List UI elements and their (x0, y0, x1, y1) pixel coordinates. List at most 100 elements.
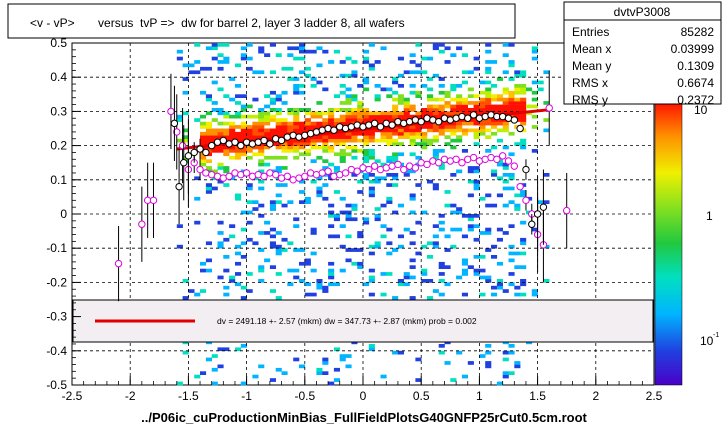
heat-cell (269, 378, 276, 382)
heat-cell (304, 49, 311, 54)
heat-cell (461, 268, 468, 273)
heat-cell (258, 145, 265, 150)
heat-cell (217, 347, 224, 352)
heat-cell (397, 142, 404, 146)
heat-cell (287, 149, 294, 153)
heat-cell (299, 46, 306, 51)
heat-cell (258, 121, 265, 126)
heat-cell (339, 138, 346, 143)
heat-cell (322, 138, 329, 143)
heat-cell (205, 121, 212, 126)
heat-cell (258, 70, 265, 75)
heat-cell (258, 179, 265, 184)
heat-cell (485, 364, 492, 369)
heat-cell (421, 70, 428, 75)
heat-cell (205, 128, 212, 133)
heat-cell (531, 56, 538, 61)
heat-cell (246, 220, 253, 225)
heat-cell (508, 224, 515, 228)
heat-cell (508, 350, 515, 355)
profile-black-point (528, 220, 536, 228)
heat-cell (258, 364, 265, 369)
heat-cell (322, 121, 329, 126)
heat-cell (217, 128, 224, 133)
heat-cell (415, 220, 422, 225)
heat-cell (258, 152, 265, 157)
heat-cell (467, 169, 474, 174)
heat-cell (217, 60, 224, 64)
heat-cell (235, 125, 242, 129)
heat-cell (520, 145, 527, 150)
heat-cell (380, 87, 387, 92)
heat-cell (392, 131, 399, 136)
heat-cell (432, 152, 439, 157)
profile-magenta-point (324, 167, 332, 175)
heat-cell (403, 135, 410, 139)
heat-cell (368, 43, 375, 47)
heat-cell (531, 125, 538, 129)
heat-cell (409, 90, 416, 95)
heat-cell (293, 87, 300, 92)
heat-cell (409, 152, 416, 157)
heat-cell (339, 131, 346, 136)
heat-cell (363, 49, 370, 54)
stats-value: 85282 (681, 25, 715, 39)
profile-black-point (231, 138, 239, 146)
heat-cell (363, 77, 370, 81)
heat-cell (229, 155, 236, 160)
heat-cell (438, 166, 445, 170)
heat-cell (403, 227, 410, 232)
profile-magenta-point (272, 170, 280, 179)
heat-cell (328, 138, 335, 143)
heat-cell (269, 43, 276, 47)
heat-cell (304, 196, 311, 201)
heat-cell (200, 135, 207, 139)
heat-cell (217, 66, 224, 71)
heat-cell (229, 149, 236, 153)
heat-cell (328, 162, 335, 167)
heat-cell (473, 66, 480, 71)
heat-cell (444, 121, 451, 126)
heat-cell (246, 114, 253, 119)
heat-cell (217, 149, 224, 153)
heat-cell (264, 231, 271, 235)
heat-cell (444, 94, 451, 98)
profile-black-point (184, 152, 193, 160)
heat-cell (339, 196, 346, 201)
heat-cell (479, 196, 486, 201)
heat-cell (386, 142, 393, 146)
heat-cell (333, 152, 340, 157)
heat-cell (351, 261, 358, 266)
heat-cell (467, 214, 474, 218)
heat-cell (368, 128, 375, 133)
heat-cell (299, 248, 306, 252)
heat-cell (508, 94, 515, 98)
heat-cell (269, 97, 276, 102)
heat-cell (432, 244, 439, 249)
heat-cell (240, 104, 247, 109)
heat-cell (508, 251, 515, 256)
heat-cell (229, 145, 236, 150)
heat-cell (543, 128, 550, 133)
stats-name: dvtvP3008 (614, 5, 671, 19)
heat-cell (299, 90, 306, 95)
heat-cell (415, 128, 422, 133)
heat-cell (258, 111, 265, 116)
heat-cell (333, 118, 340, 122)
heat-cell (491, 104, 498, 109)
heat-cell (339, 155, 346, 160)
heat-cell (217, 179, 224, 184)
heat-cell (485, 49, 492, 54)
heat-cell (496, 128, 503, 133)
heat-cell (473, 272, 480, 276)
stats-rows: Entries 85282 Mean x 0.03999 Mean y 0.1309 RMS… (572, 25, 714, 107)
heat-cell (351, 94, 358, 98)
heat-cell (240, 227, 247, 232)
heat-cell (200, 261, 207, 266)
heat-cell (386, 94, 393, 98)
heat-cell (299, 152, 306, 157)
heat-cell (182, 63, 189, 68)
heat-cell (269, 203, 276, 208)
heat-cell (386, 138, 393, 143)
heat-cell (363, 87, 370, 92)
